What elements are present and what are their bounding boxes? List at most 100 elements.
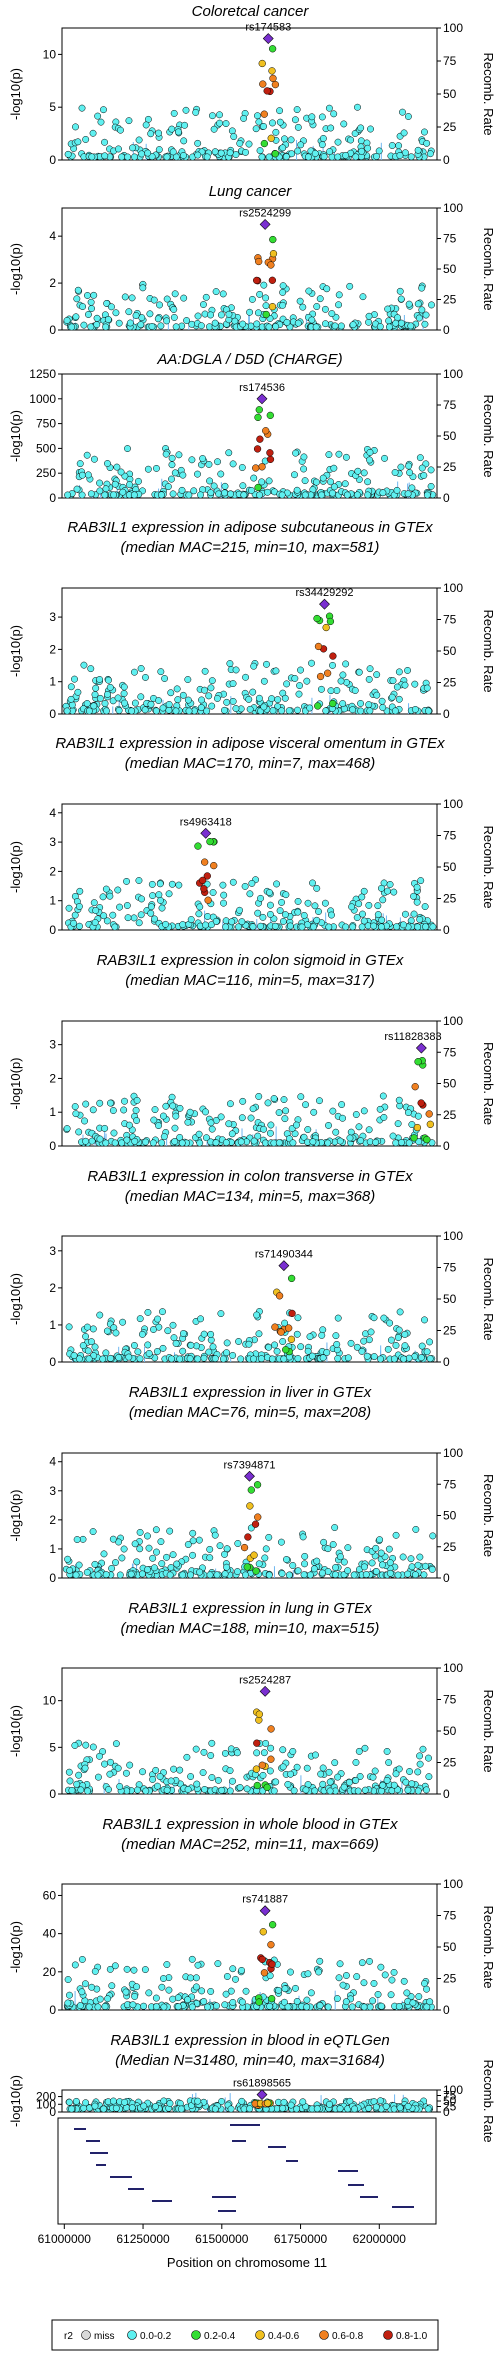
snp-point: [241, 882, 249, 890]
panel-title: RAB3IL1 expression in lung in GTEx: [128, 1600, 372, 1617]
snp-point: [227, 490, 234, 498]
snp-point: [63, 707, 71, 715]
snp-point: [221, 1749, 229, 1757]
snp-point: [417, 1099, 425, 1107]
lead-snp-label: rs61898565: [233, 2078, 291, 2090]
snp-point: [74, 286, 82, 294]
snp-point: [264, 1099, 272, 1107]
y2-axis-title: Recomb. Rate: [481, 2059, 496, 2142]
snp-point: [250, 474, 258, 482]
snp-point: [160, 1975, 167, 1982]
snp-point: [201, 667, 209, 675]
snp-point: [216, 111, 223, 119]
snp-point: [172, 707, 180, 715]
snp-point: [112, 2104, 120, 2112]
snp-point: [80, 321, 88, 329]
snp-point: [370, 1353, 378, 1361]
y-tick-label: 0: [49, 2105, 56, 2119]
lead-snp-label: rs11828383: [384, 1031, 441, 1043]
snp-point: [381, 454, 388, 462]
snp-point: [335, 1974, 343, 1982]
snp-point: [390, 1968, 398, 1976]
snp-point: [255, 257, 263, 266]
panel-title: (Median N=31480, min=40, max=31684): [115, 2052, 385, 2069]
snp-point: [197, 1315, 205, 1323]
snp-point: [172, 1340, 180, 1347]
snp-point: [404, 1570, 412, 1578]
snp-point: [131, 1137, 139, 1145]
gene-model: [212, 2196, 236, 2198]
snp-point: [404, 666, 411, 674]
snp-point: [329, 699, 337, 708]
snp-point: [414, 1112, 422, 1120]
snp-point: [141, 1966, 149, 1974]
snp-point: [420, 472, 428, 479]
snp-point: [250, 1355, 257, 1363]
snp-point: [374, 1990, 382, 1998]
snp-point: [330, 464, 338, 472]
snp-point: [254, 413, 262, 422]
snp-point: [243, 1785, 251, 1793]
snp-point: [395, 1096, 403, 1104]
snp-point: [330, 110, 338, 118]
snp-point: [175, 451, 183, 459]
snp-point: [304, 899, 312, 907]
snp-point: [64, 491, 72, 499]
snp-point: [326, 148, 334, 156]
snp-point: [201, 1785, 209, 1793]
snp-point: [394, 1120, 402, 1128]
snp-point: [239, 320, 247, 328]
snp-point: [329, 652, 337, 660]
snp-point: [282, 891, 290, 899]
y-tick-label: 100: [36, 2097, 56, 2111]
snp-point: [334, 1773, 342, 1781]
snp-point: [101, 491, 109, 499]
snp-point: [128, 707, 136, 715]
snp-point: [428, 1565, 436, 1573]
snp-point: [418, 1342, 426, 1350]
snp-point: [103, 707, 110, 715]
snp-point: [365, 312, 373, 320]
snp-point: [404, 490, 412, 498]
snp-point: [267, 1725, 275, 1733]
association-panel: AA:DGLA / D5D (CHARGE)025050075010001250…: [8, 351, 496, 505]
snp-point: [168, 475, 175, 483]
snp-point: [139, 284, 147, 292]
y-tick-label: 2: [49, 642, 56, 656]
snp-point: [351, 2105, 359, 2113]
snp-point: [115, 145, 122, 153]
snp-point: [284, 1780, 292, 1788]
snp-point: [426, 1120, 434, 1128]
snp-point: [255, 1092, 263, 1100]
snp-point: [71, 911, 79, 919]
snp-point: [105, 1786, 112, 1793]
snp-point: [380, 1113, 388, 1121]
snp-point: [281, 694, 289, 702]
snp-point: [382, 2102, 390, 2110]
snp-point: [90, 455, 98, 463]
snp-point: [124, 445, 131, 453]
snp-point: [275, 1292, 284, 1300]
snp-point: [313, 478, 320, 486]
snp-point: [313, 2105, 321, 2113]
snp-point: [267, 261, 275, 269]
snp-point: [161, 675, 169, 682]
snp-point: [366, 707, 374, 715]
snp-point: [214, 458, 221, 466]
snp-point: [311, 150, 319, 157]
snp-point: [245, 140, 253, 148]
y-axis-title: -log10(p): [8, 841, 23, 893]
snp-point: [110, 491, 118, 499]
y2-tick-label: 50: [443, 644, 457, 658]
snp-point: [411, 705, 419, 713]
snp-point: [125, 1353, 133, 1361]
y2-tick-label: 75: [443, 613, 457, 627]
snp-point: [267, 1941, 275, 1949]
snp-point: [332, 1564, 339, 1571]
snp-point: [80, 661, 88, 669]
snp-point: [287, 1274, 296, 1283]
snp-point: [263, 87, 271, 95]
snp-point: [260, 139, 269, 148]
snp-point: [336, 1137, 344, 1145]
snp-point: [287, 136, 295, 144]
